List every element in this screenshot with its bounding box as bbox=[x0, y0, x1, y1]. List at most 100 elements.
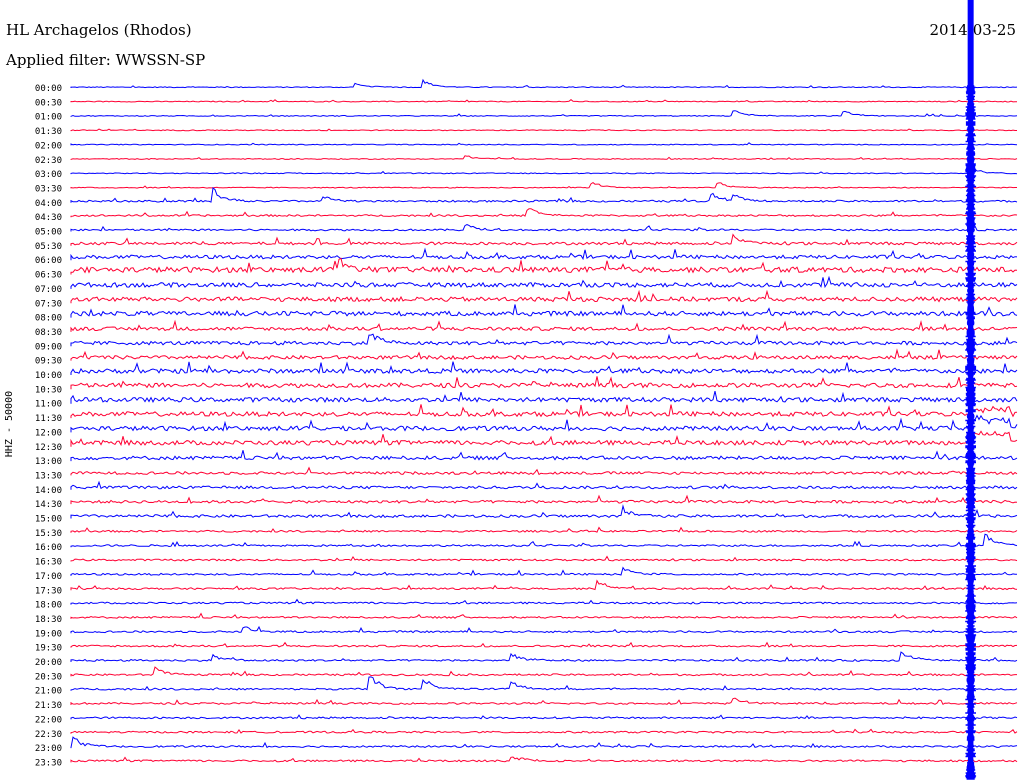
trace-row bbox=[70, 333, 1018, 347]
row-time-label: 17:30 bbox=[35, 586, 62, 596]
row-time-label: 02:30 bbox=[35, 156, 62, 166]
trace-row bbox=[70, 666, 1017, 677]
row-time-label: 14:30 bbox=[35, 500, 62, 510]
trace-row bbox=[70, 612, 1018, 619]
row-time-label: 12:30 bbox=[35, 443, 62, 453]
trace-row bbox=[70, 533, 1018, 548]
trace-row bbox=[70, 450, 1018, 462]
row-time-label: 13:00 bbox=[35, 457, 62, 467]
trace-row bbox=[70, 697, 1018, 706]
station-title: HL Archagelos (Rhodos) bbox=[6, 21, 192, 39]
row-time-label: 01:00 bbox=[35, 113, 62, 123]
trace-row bbox=[70, 676, 1018, 691]
trace-row bbox=[70, 651, 1018, 662]
trace-row bbox=[70, 208, 1018, 218]
row-time-label: 03:00 bbox=[35, 170, 62, 180]
row-time-label: 00:30 bbox=[35, 98, 62, 108]
row-time-label: 07:30 bbox=[35, 299, 62, 309]
row-time-label: 09:00 bbox=[35, 342, 62, 352]
trace-row bbox=[70, 155, 1018, 160]
trace-row bbox=[70, 414, 1018, 433]
trace-row bbox=[70, 187, 1018, 203]
trace-row bbox=[70, 275, 1018, 289]
row-time-label: 17:00 bbox=[35, 572, 62, 582]
trace-row bbox=[70, 641, 1018, 648]
trace-row bbox=[70, 756, 1018, 763]
row-time-label: 03:30 bbox=[35, 184, 62, 194]
row-time-label: 10:00 bbox=[35, 371, 62, 381]
trace-row bbox=[70, 598, 1018, 605]
row-time-label: 19:00 bbox=[35, 629, 62, 639]
row-time-label: 21:00 bbox=[35, 687, 62, 697]
trace-row bbox=[70, 166, 1018, 175]
row-time-label: 08:30 bbox=[35, 328, 62, 338]
row-time-label: 05:00 bbox=[35, 228, 62, 238]
trace-row bbox=[70, 142, 1018, 146]
trace-row bbox=[70, 319, 1018, 332]
trace-row bbox=[70, 566, 1018, 577]
trace-row bbox=[70, 504, 1018, 519]
row-time-label: 18:30 bbox=[35, 615, 62, 625]
row-time-label: 06:00 bbox=[35, 256, 62, 266]
trace-row bbox=[70, 736, 1018, 749]
trace-row bbox=[70, 289, 1018, 304]
row-time-label: 16:00 bbox=[35, 543, 62, 553]
row-time-label: 04:30 bbox=[35, 213, 62, 223]
row-time-label: 09:30 bbox=[35, 357, 62, 367]
trace-row bbox=[70, 304, 1018, 318]
trace-row bbox=[70, 257, 1018, 275]
filter-label: Applied filter: WWSSN-SP bbox=[6, 51, 206, 69]
row-time-label: 06:30 bbox=[35, 271, 62, 281]
row-time-label: 05:30 bbox=[35, 242, 62, 252]
trace-row bbox=[70, 579, 1018, 591]
row-time-label: 15:00 bbox=[35, 515, 62, 525]
row-time-label: 02:00 bbox=[35, 141, 62, 151]
row-time-label: 08:00 bbox=[35, 314, 62, 324]
row-time-label: 16:30 bbox=[35, 558, 62, 568]
trace-row bbox=[70, 247, 1018, 261]
row-time-label: 15:30 bbox=[35, 529, 62, 539]
row-time-label: 18:00 bbox=[35, 601, 62, 611]
row-time-label: 23:30 bbox=[35, 758, 62, 768]
row-time-label: 14:00 bbox=[35, 486, 62, 496]
trace-row bbox=[70, 110, 1018, 117]
row-time-label: 22:00 bbox=[35, 715, 62, 725]
trace-row bbox=[70, 390, 1018, 404]
row-time-label: 11:00 bbox=[35, 400, 62, 410]
row-time-label: 20:30 bbox=[35, 672, 62, 682]
trace-row bbox=[70, 466, 1018, 476]
trace-row bbox=[70, 128, 1017, 132]
row-time-label: 00:00 bbox=[35, 84, 62, 94]
trace-row bbox=[70, 78, 1018, 89]
trace-row bbox=[70, 361, 1018, 375]
row-time-label: 19:30 bbox=[35, 644, 62, 654]
row-time-label: 01:30 bbox=[35, 127, 62, 137]
trace-row bbox=[70, 714, 1018, 720]
row-time-label: 13:30 bbox=[35, 471, 62, 481]
trace-row bbox=[70, 480, 1018, 490]
row-time-label: 21:30 bbox=[35, 701, 62, 711]
row-time-label: 20:00 bbox=[35, 658, 62, 668]
trace-row bbox=[70, 430, 1018, 447]
trace-row bbox=[70, 348, 1018, 361]
major-event-saturation bbox=[965, 85, 977, 780]
row-time-label: 12:00 bbox=[35, 428, 62, 438]
row-time-label: 10:30 bbox=[35, 385, 62, 395]
row-time-label: 11:30 bbox=[35, 414, 62, 424]
row-time-label: 23:00 bbox=[35, 744, 62, 754]
trace-row bbox=[70, 728, 1018, 734]
trace-row bbox=[70, 526, 1018, 533]
row-time-label: 07:00 bbox=[35, 285, 62, 295]
trace-row bbox=[70, 555, 1018, 562]
trace-row bbox=[70, 625, 1018, 634]
trace-row bbox=[70, 376, 1018, 390]
trace-row bbox=[70, 98, 1018, 103]
trace-row bbox=[70, 233, 1018, 246]
row-time-label: 22:30 bbox=[35, 730, 62, 740]
row-time-label: 04:00 bbox=[35, 199, 62, 209]
trace-row bbox=[70, 494, 1018, 505]
trace-row bbox=[70, 181, 1017, 189]
trace-row bbox=[70, 404, 1018, 419]
